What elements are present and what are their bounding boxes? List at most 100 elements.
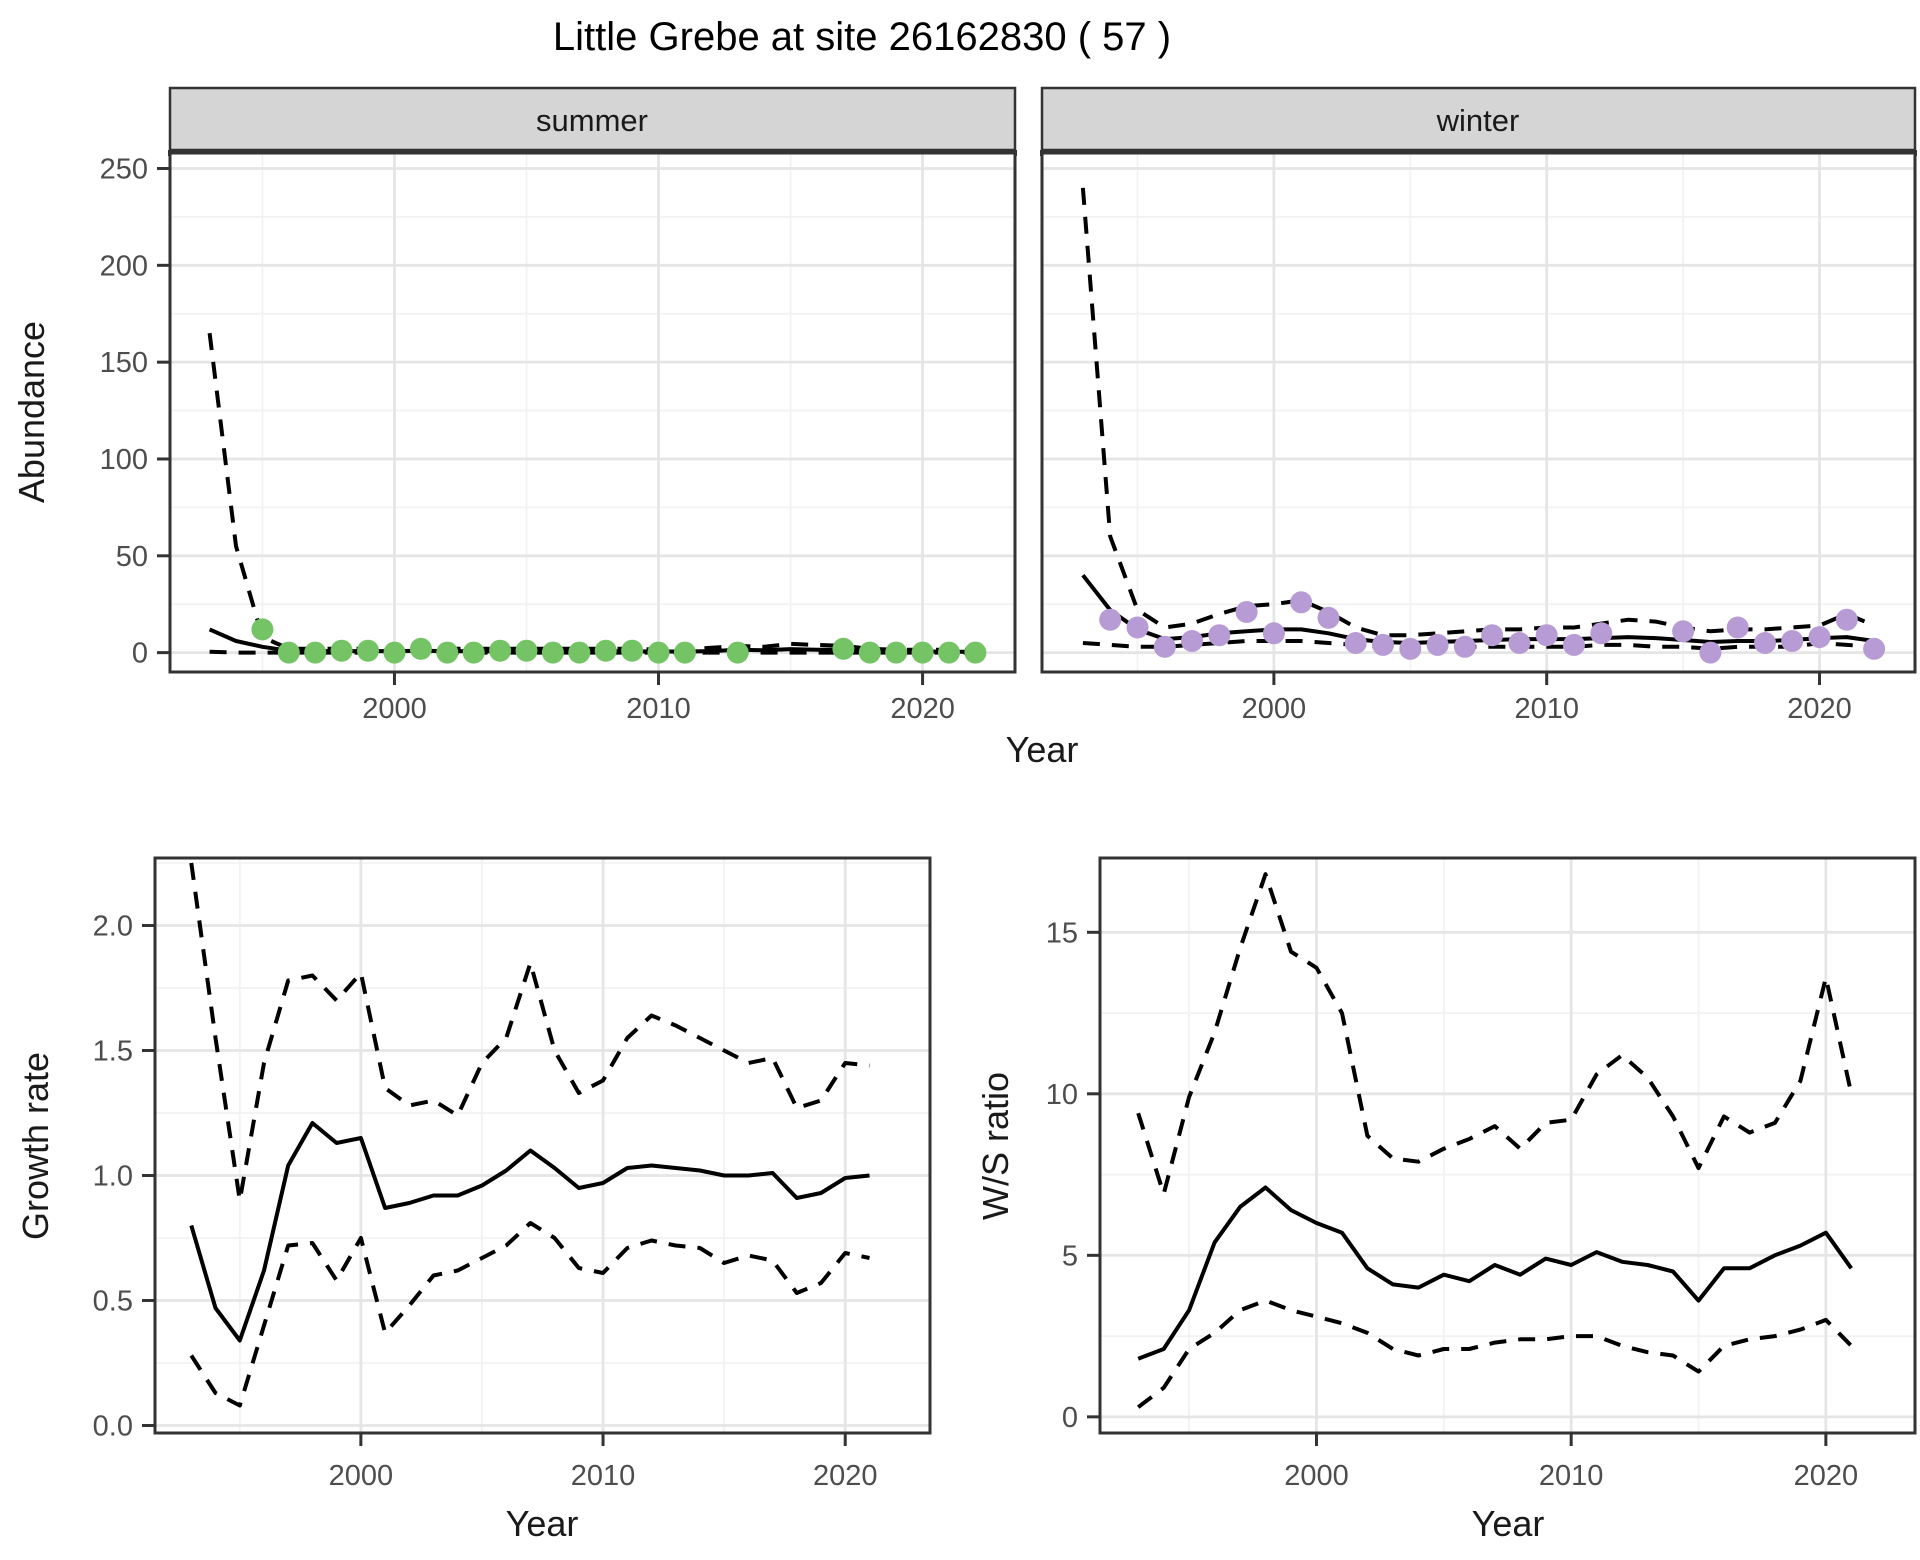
x-tick-label: 2020	[1787, 693, 1852, 725]
data-point-observed_counts	[726, 641, 749, 664]
y-tick-label: 0.0	[93, 1411, 133, 1443]
facet-strip-summer-label: summer	[536, 103, 648, 138]
x-tick-label: 2000	[1242, 693, 1307, 725]
data-point-observed_counts	[568, 641, 591, 664]
panel-background	[155, 858, 930, 1433]
data-point-observed_counts	[1535, 624, 1558, 647]
x-tick-label: 2000	[1284, 1460, 1349, 1492]
data-point-observed_counts	[832, 637, 855, 660]
y-tick-label: 0.5	[93, 1286, 133, 1318]
data-point-observed_counts	[673, 641, 696, 664]
growth-rate-axis-title: Growth rate	[15, 1052, 56, 1240]
y-tick-label: 5	[1062, 1240, 1078, 1272]
data-point-observed_counts	[304, 641, 327, 664]
panel-abundance-summer: 2000 2010 2020 0 50 100 150 200 250	[100, 151, 1017, 725]
y-tick-label: 250	[100, 153, 148, 185]
data-point-observed_counts	[489, 639, 512, 662]
facet-strip-summer: summer	[168, 86, 1017, 152]
panel-abundance-winter: 2000 2010 2020	[1040, 151, 1917, 725]
data-point-observed_counts	[1153, 635, 1176, 658]
series-upper_ci	[189, 862, 870, 1203]
x-tick-label: 2010	[1539, 1460, 1604, 1492]
data-point-observed_counts	[515, 639, 538, 662]
data-point-observed_counts	[885, 641, 908, 664]
data-point-observed_counts	[1563, 633, 1585, 656]
data-point-observed_counts	[462, 641, 485, 664]
panel-background	[170, 153, 1015, 672]
data-point-observed_counts	[1453, 635, 1476, 658]
facet-strip-winter: winter	[1040, 86, 1917, 152]
ws-year-axis-title: Year	[1472, 1503, 1545, 1544]
x-tick-label: 2020	[813, 1460, 878, 1492]
data-point-observed_counts	[251, 618, 274, 641]
data-point-observed_counts	[1426, 633, 1449, 656]
y-tick-label: 0	[1062, 1402, 1078, 1434]
data-point-observed_counts	[1481, 624, 1504, 647]
x-tick-label: 2020	[1794, 1460, 1859, 1492]
data-point-observed_counts	[1099, 608, 1122, 631]
data-point-observed_counts	[938, 641, 960, 664]
panel-ws-ratio: 2000 2010 2020 0 5 10 15	[1046, 856, 1917, 1492]
data-point-observed_counts	[1590, 622, 1613, 645]
data-point-observed_counts	[436, 641, 459, 664]
chart-title: Little Grebe at site 26162830 ( 57 )	[553, 15, 1171, 59]
ws-ratio-axis-title: W/S ratio	[975, 1072, 1016, 1220]
panel-border	[1098, 856, 1917, 1435]
data-point-observed_counts	[1754, 632, 1776, 654]
data-point-observed_counts	[1699, 641, 1722, 664]
data-point-observed_counts	[594, 639, 617, 662]
x-tick-label: 2010	[571, 1460, 636, 1492]
data-point-observed_counts	[277, 641, 300, 664]
data-point-observed_counts	[1399, 637, 1422, 660]
x-tick-label: 2020	[890, 693, 955, 725]
data-point-observed_counts	[964, 641, 987, 664]
y-tick-label: 1.0	[93, 1161, 133, 1193]
data-point-observed_counts	[1372, 633, 1394, 656]
y-tick-label: 1.5	[93, 1036, 133, 1068]
x-tick-label: 2010	[1514, 693, 1579, 725]
y-tick-label: 0	[132, 638, 148, 670]
series-fit	[189, 1121, 870, 1343]
top-year-axis-title: Year	[1006, 729, 1079, 770]
series-fit	[1137, 1185, 1853, 1361]
data-point-observed_counts	[1208, 624, 1231, 647]
facet-strip-winter-label: winter	[1436, 103, 1520, 138]
data-point-observed_counts	[1317, 606, 1340, 629]
panel-border	[1040, 151, 1917, 674]
panel-background	[1042, 153, 1915, 672]
y-tick-label: 50	[116, 541, 148, 573]
data-point-observed_counts	[621, 639, 644, 662]
data-point-observed_counts	[1781, 630, 1804, 652]
series-lower_ci	[1136, 1298, 1853, 1409]
y-tick-label: 200	[100, 250, 148, 282]
panel-border	[153, 856, 932, 1435]
data-point-observed_counts	[1344, 632, 1367, 654]
data-point-observed_counts	[1808, 626, 1831, 649]
data-point-observed_counts	[383, 641, 406, 664]
data-point-observed_counts	[1672, 620, 1695, 643]
data-point-observed_counts	[541, 641, 564, 664]
data-point-observed_counts	[1262, 622, 1285, 645]
y-tick-label: 10	[1046, 1079, 1078, 1111]
panel-border	[168, 151, 1017, 674]
data-point-observed_counts	[1863, 637, 1886, 660]
y-tick-label: 100	[100, 444, 148, 476]
x-tick-label: 2000	[362, 693, 427, 725]
series-upper_ci	[1136, 872, 1854, 1196]
growth-year-axis-title: Year	[506, 1503, 579, 1544]
data-point-observed_counts	[1835, 608, 1858, 631]
facet-strip-winter-bg	[1040, 86, 1917, 152]
data-point-observed_counts	[409, 637, 432, 660]
x-tick-label: 2010	[626, 693, 691, 725]
data-point-observed_counts	[1126, 616, 1149, 639]
data-point-observed_counts	[858, 641, 881, 664]
data-point-observed_counts	[1508, 632, 1531, 654]
panel-growth-rate: 2000 2010 2020 0.0 0.5 1.0 1.5 2.0	[93, 856, 932, 1492]
y-tick-label: 2.0	[93, 911, 133, 943]
y-tick-label: 150	[100, 347, 148, 379]
facet-strip-summer-bg	[168, 86, 1017, 152]
data-point-observed_counts	[357, 639, 379, 662]
data-point-observed_counts	[330, 639, 353, 662]
